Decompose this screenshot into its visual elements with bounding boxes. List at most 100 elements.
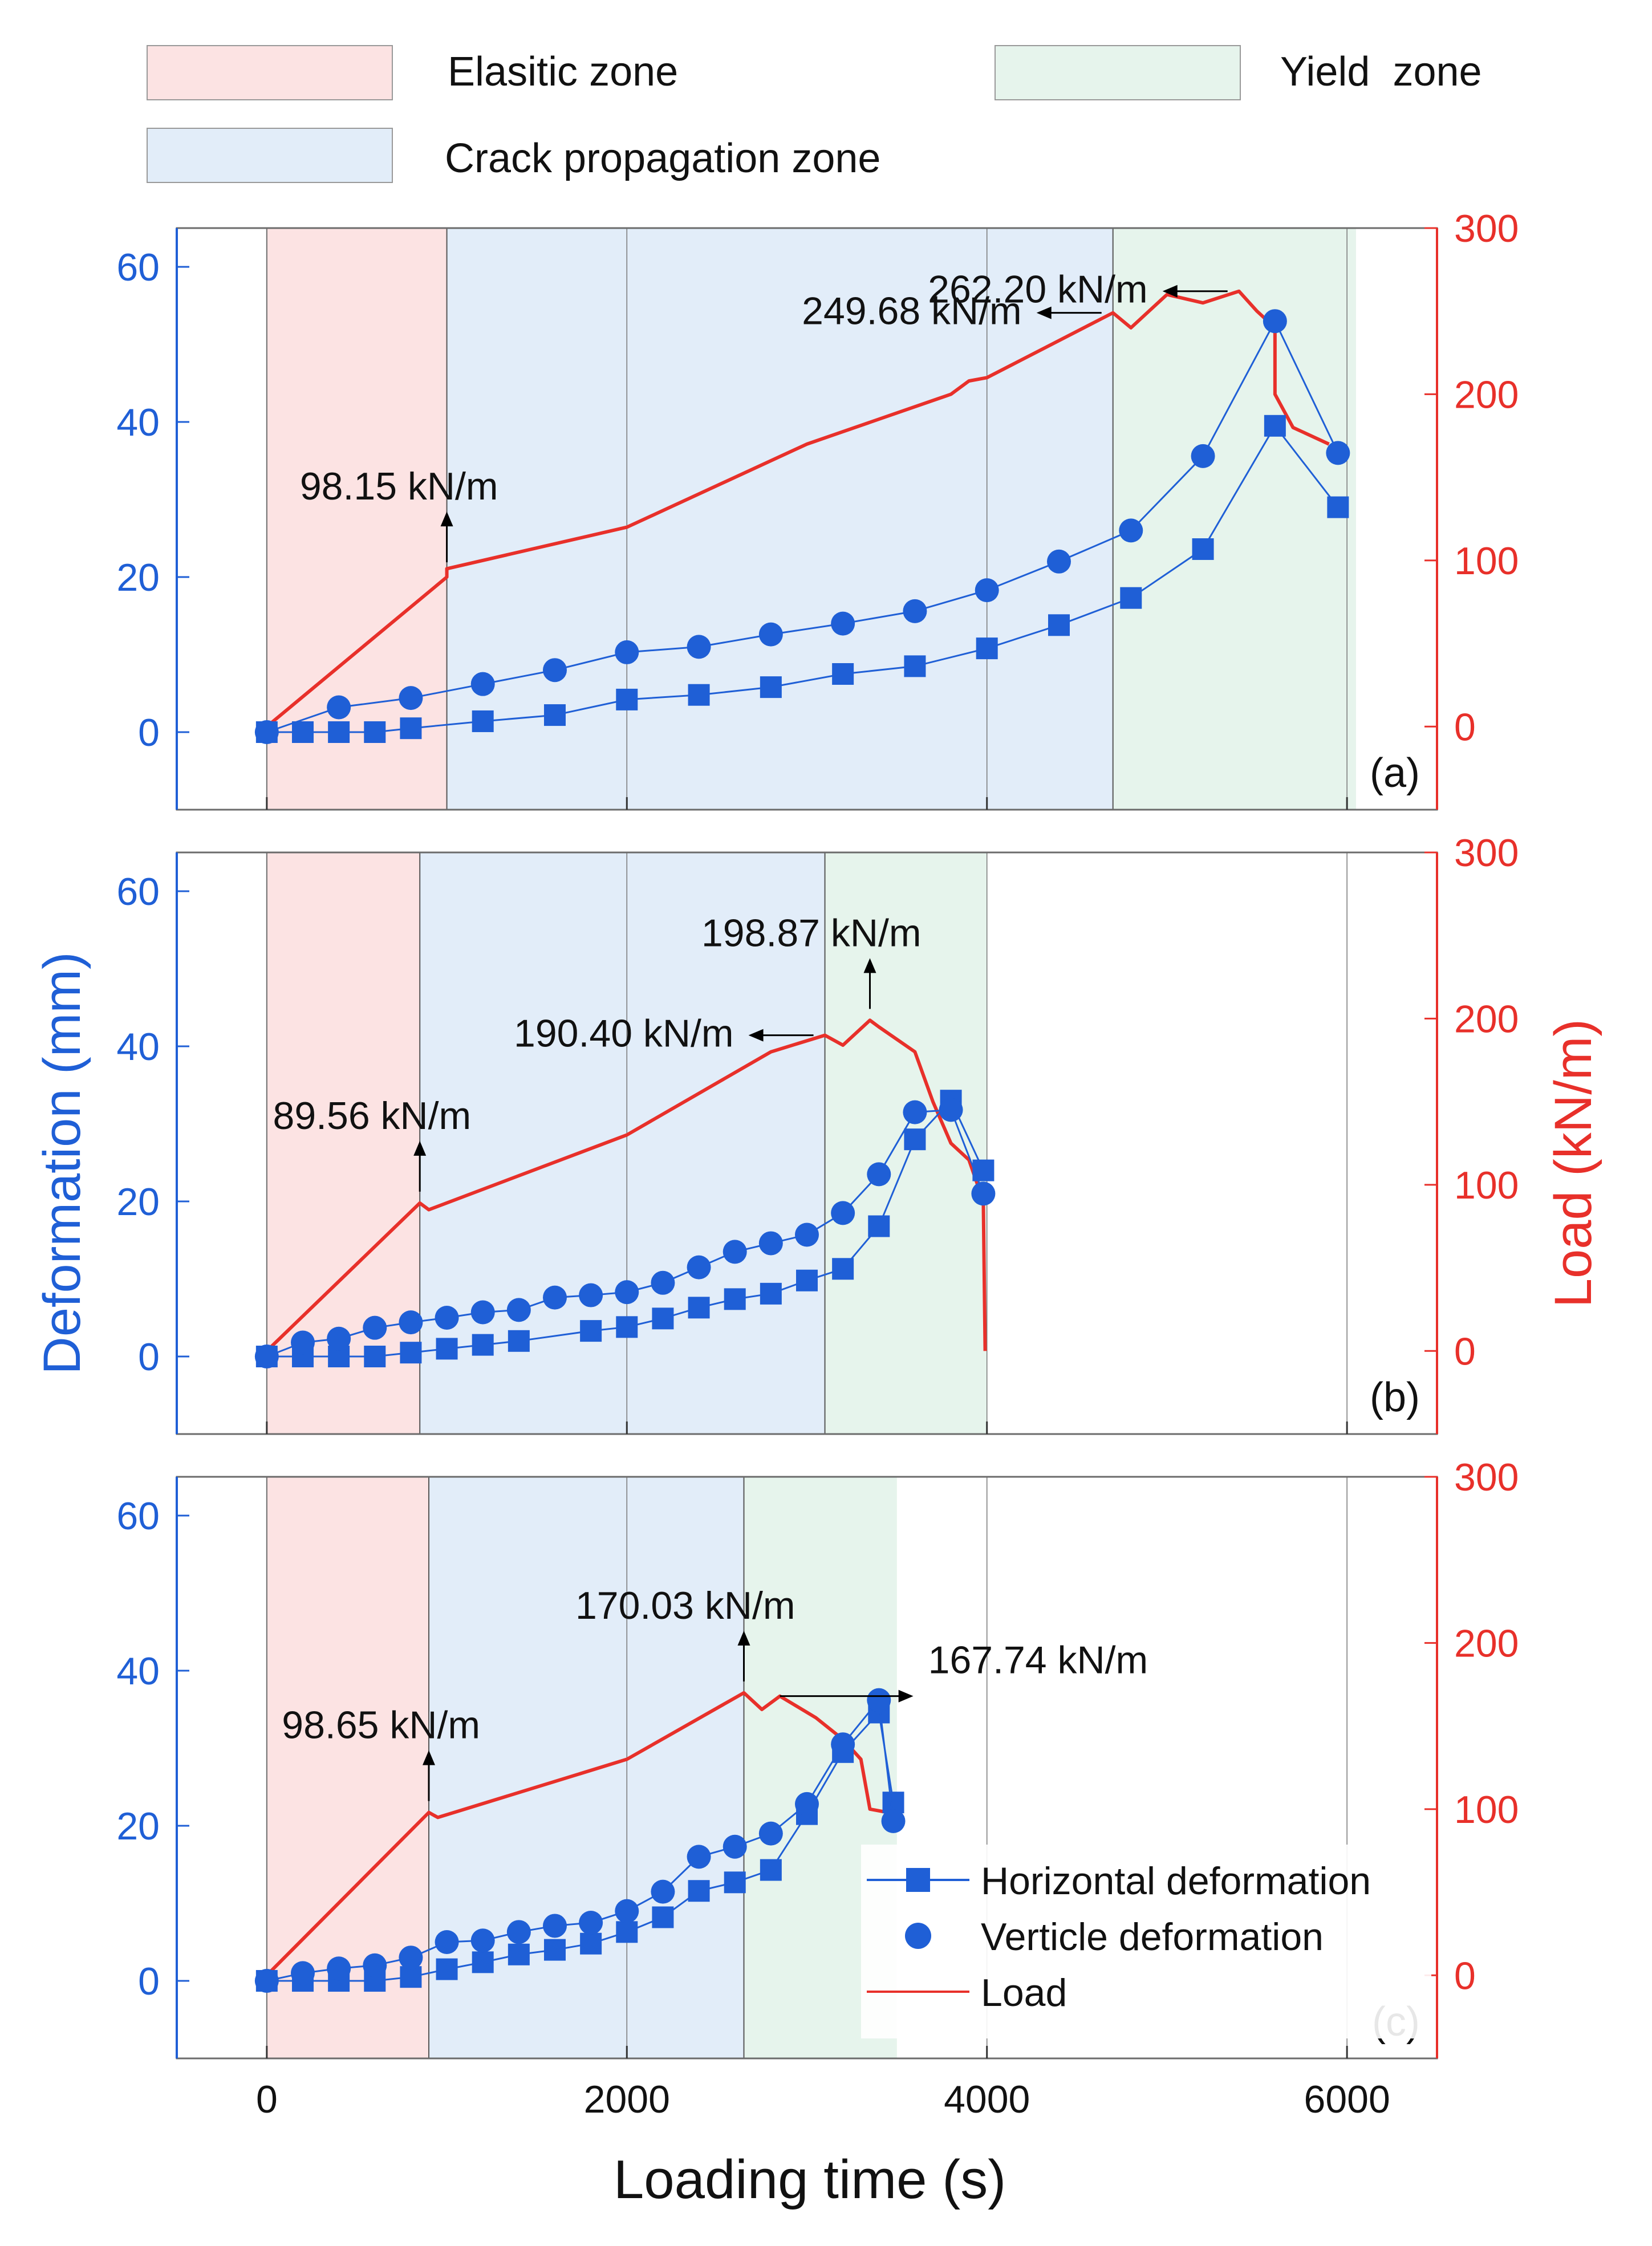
horizontal-point-a-15 (1192, 538, 1214, 561)
vertical-point-b-16 (831, 1201, 855, 1225)
horizontal-point-c-11 (652, 1906, 674, 1928)
vertical-point-b-4 (399, 1310, 423, 1335)
legend-label-crack: Crack propagation zone (445, 136, 880, 181)
horizontal-point-a-1 (292, 721, 314, 743)
horizontal-point-c-9 (580, 1932, 602, 1955)
vertical-point-b-12 (687, 1255, 711, 1280)
vertical-point-c-12 (687, 1845, 711, 1869)
y-left-tick-label-a-0: 0 (138, 711, 160, 754)
vertical-point-c-17 (867, 1688, 891, 1712)
y-right-tick-label-c-2: 200 (1454, 1622, 1519, 1665)
horizontal-point-c-4 (400, 1966, 422, 1988)
vertical-point-b-19 (939, 1098, 963, 1122)
horizontal-point-b-19 (972, 1159, 995, 1181)
y-left-tick-label-a-2: 40 (116, 401, 160, 444)
vertical-point-b-1 (291, 1330, 315, 1355)
legend-swatch-yield (995, 45, 1241, 100)
y-left-tick-label-c-1: 20 (116, 1805, 160, 1848)
vertical-point-c-11 (651, 1879, 675, 1904)
vertical-point-c-3 (363, 1953, 387, 1977)
vertical-point-b-6 (470, 1300, 495, 1325)
annotation-label-b-2: 198.87 kN/m (701, 911, 922, 955)
y-right-tick-label-b-2: 200 (1454, 997, 1519, 1041)
vertical-point-a-11 (1047, 549, 1071, 574)
legend-label-elastic: Elasitic zone (448, 49, 678, 95)
horizontal-point-a-10 (832, 663, 854, 685)
panel-a: 0 20 40 60 0 100 200 300 98.15 kN/m 249.68 kN/m26… (116, 207, 1519, 811)
annotation-label-b-1: 190.40 kN/m (514, 1012, 734, 1055)
y-right-tick-label-a-2: 200 (1454, 373, 1519, 416)
horizontal-point-b-8 (580, 1320, 602, 1342)
y-axis-right-label: Load (kN/m) (1544, 1019, 1602, 1307)
y-left-tick-label-c-3: 60 (116, 1494, 160, 1538)
y-right-tick-label-a-1: 100 (1454, 539, 1519, 583)
vertical-point-b-18 (903, 1100, 927, 1124)
horizontal-point-a-5 (472, 710, 494, 732)
horizontal-point-c-14 (760, 1859, 782, 1881)
vertical-point-c-6 (470, 1928, 495, 1953)
annotation-label-a-1: 249.68 kN/m (802, 290, 1022, 333)
legend-horizontal-marker (906, 1868, 930, 1892)
vertical-point-b-13 (723, 1240, 747, 1264)
vertical-point-a-15 (1326, 441, 1350, 465)
horizontal-point-b-16 (868, 1215, 890, 1237)
vertical-point-b-5 (435, 1306, 459, 1330)
vertical-point-a-6 (687, 635, 711, 659)
annotation-label-c-2: 167.74 kN/m (928, 1639, 1148, 1682)
horizontal-point-b-17 (904, 1128, 926, 1151)
vertical-point-a-7 (758, 622, 783, 647)
vertical-point-c-2 (327, 1956, 351, 1981)
vertical-point-a-2 (399, 686, 423, 710)
annotation-label-c-1: 170.03 kN/m (575, 1584, 795, 1627)
y-left-tick-label-c-0: 0 (138, 1960, 160, 2003)
annotation-arrowhead-c-1 (737, 1630, 750, 1646)
horizontal-point-a-7 (616, 688, 638, 710)
vertical-point-c-13 (723, 1834, 747, 1859)
vertical-point-c-16 (831, 1732, 855, 1757)
horizontal-point-b-15 (832, 1258, 854, 1280)
legend-vertical-marker (905, 1923, 931, 1949)
vertical-point-a-14 (1263, 309, 1287, 334)
vertical-point-a-1 (327, 695, 351, 720)
horizontal-point-a-16 (1264, 415, 1286, 437)
zone-legend: Elasitic zone Yield zone Crack propagati… (147, 45, 1482, 183)
x-tick-label-2: 4000 (944, 2078, 1030, 2121)
zone-yield-a (1113, 228, 1356, 810)
vertical-point-b-20 (971, 1181, 996, 1206)
horizontal-point-b-14 (796, 1269, 818, 1291)
horizontal-point-b-9 (616, 1316, 638, 1338)
annotation-arrowhead-a-2 (1162, 285, 1178, 298)
horizontal-point-b-6 (472, 1334, 494, 1356)
vertical-point-c-18 (881, 1809, 906, 1833)
horizontal-point-c-8 (544, 1939, 566, 1961)
annotation-arrowhead-a-0 (440, 511, 453, 527)
horizontal-point-b-5 (436, 1338, 458, 1360)
annotation-label-a-2: 262.20 kN/m (928, 268, 1148, 311)
vertical-point-a-5 (615, 640, 639, 664)
horizontal-point-a-9 (760, 676, 782, 698)
annotation-arrowhead-b-1 (748, 1029, 764, 1042)
vertical-point-a-10 (975, 578, 999, 603)
series-legend-box (861, 1845, 1431, 2038)
vertical-point-c-0 (254, 1969, 279, 1993)
vertical-point-a-8 (831, 611, 855, 636)
y-right-tick-label-b-3: 300 (1454, 831, 1519, 875)
x-tick-label-3: 6000 (1304, 2078, 1390, 2121)
vertical-point-b-3 (363, 1315, 387, 1340)
y-left-tick-label-a-3: 60 (116, 246, 160, 289)
y-left-tick-label-a-1: 20 (116, 556, 160, 599)
horizontal-point-c-10 (616, 1921, 638, 1943)
y-left-tick-label-b-2: 40 (116, 1025, 160, 1069)
horizontal-point-a-8 (688, 684, 710, 706)
y-right-tick-label-a-3: 300 (1454, 207, 1519, 250)
horizontal-point-b-10 (652, 1307, 674, 1330)
horizontal-point-c-12 (688, 1880, 710, 1902)
annotation-label-c-0: 98.65 kN/m (282, 1704, 480, 1747)
vertical-point-c-15 (795, 1792, 819, 1816)
horizontal-point-a-3 (364, 721, 386, 743)
series-legend: Horizontal deformation Verticle deformat… (861, 1845, 1431, 2038)
vertical-point-a-9 (903, 599, 927, 623)
horizontal-point-b-12 (724, 1288, 746, 1310)
annotation-label-b-0: 89.56 kN/m (273, 1094, 472, 1138)
